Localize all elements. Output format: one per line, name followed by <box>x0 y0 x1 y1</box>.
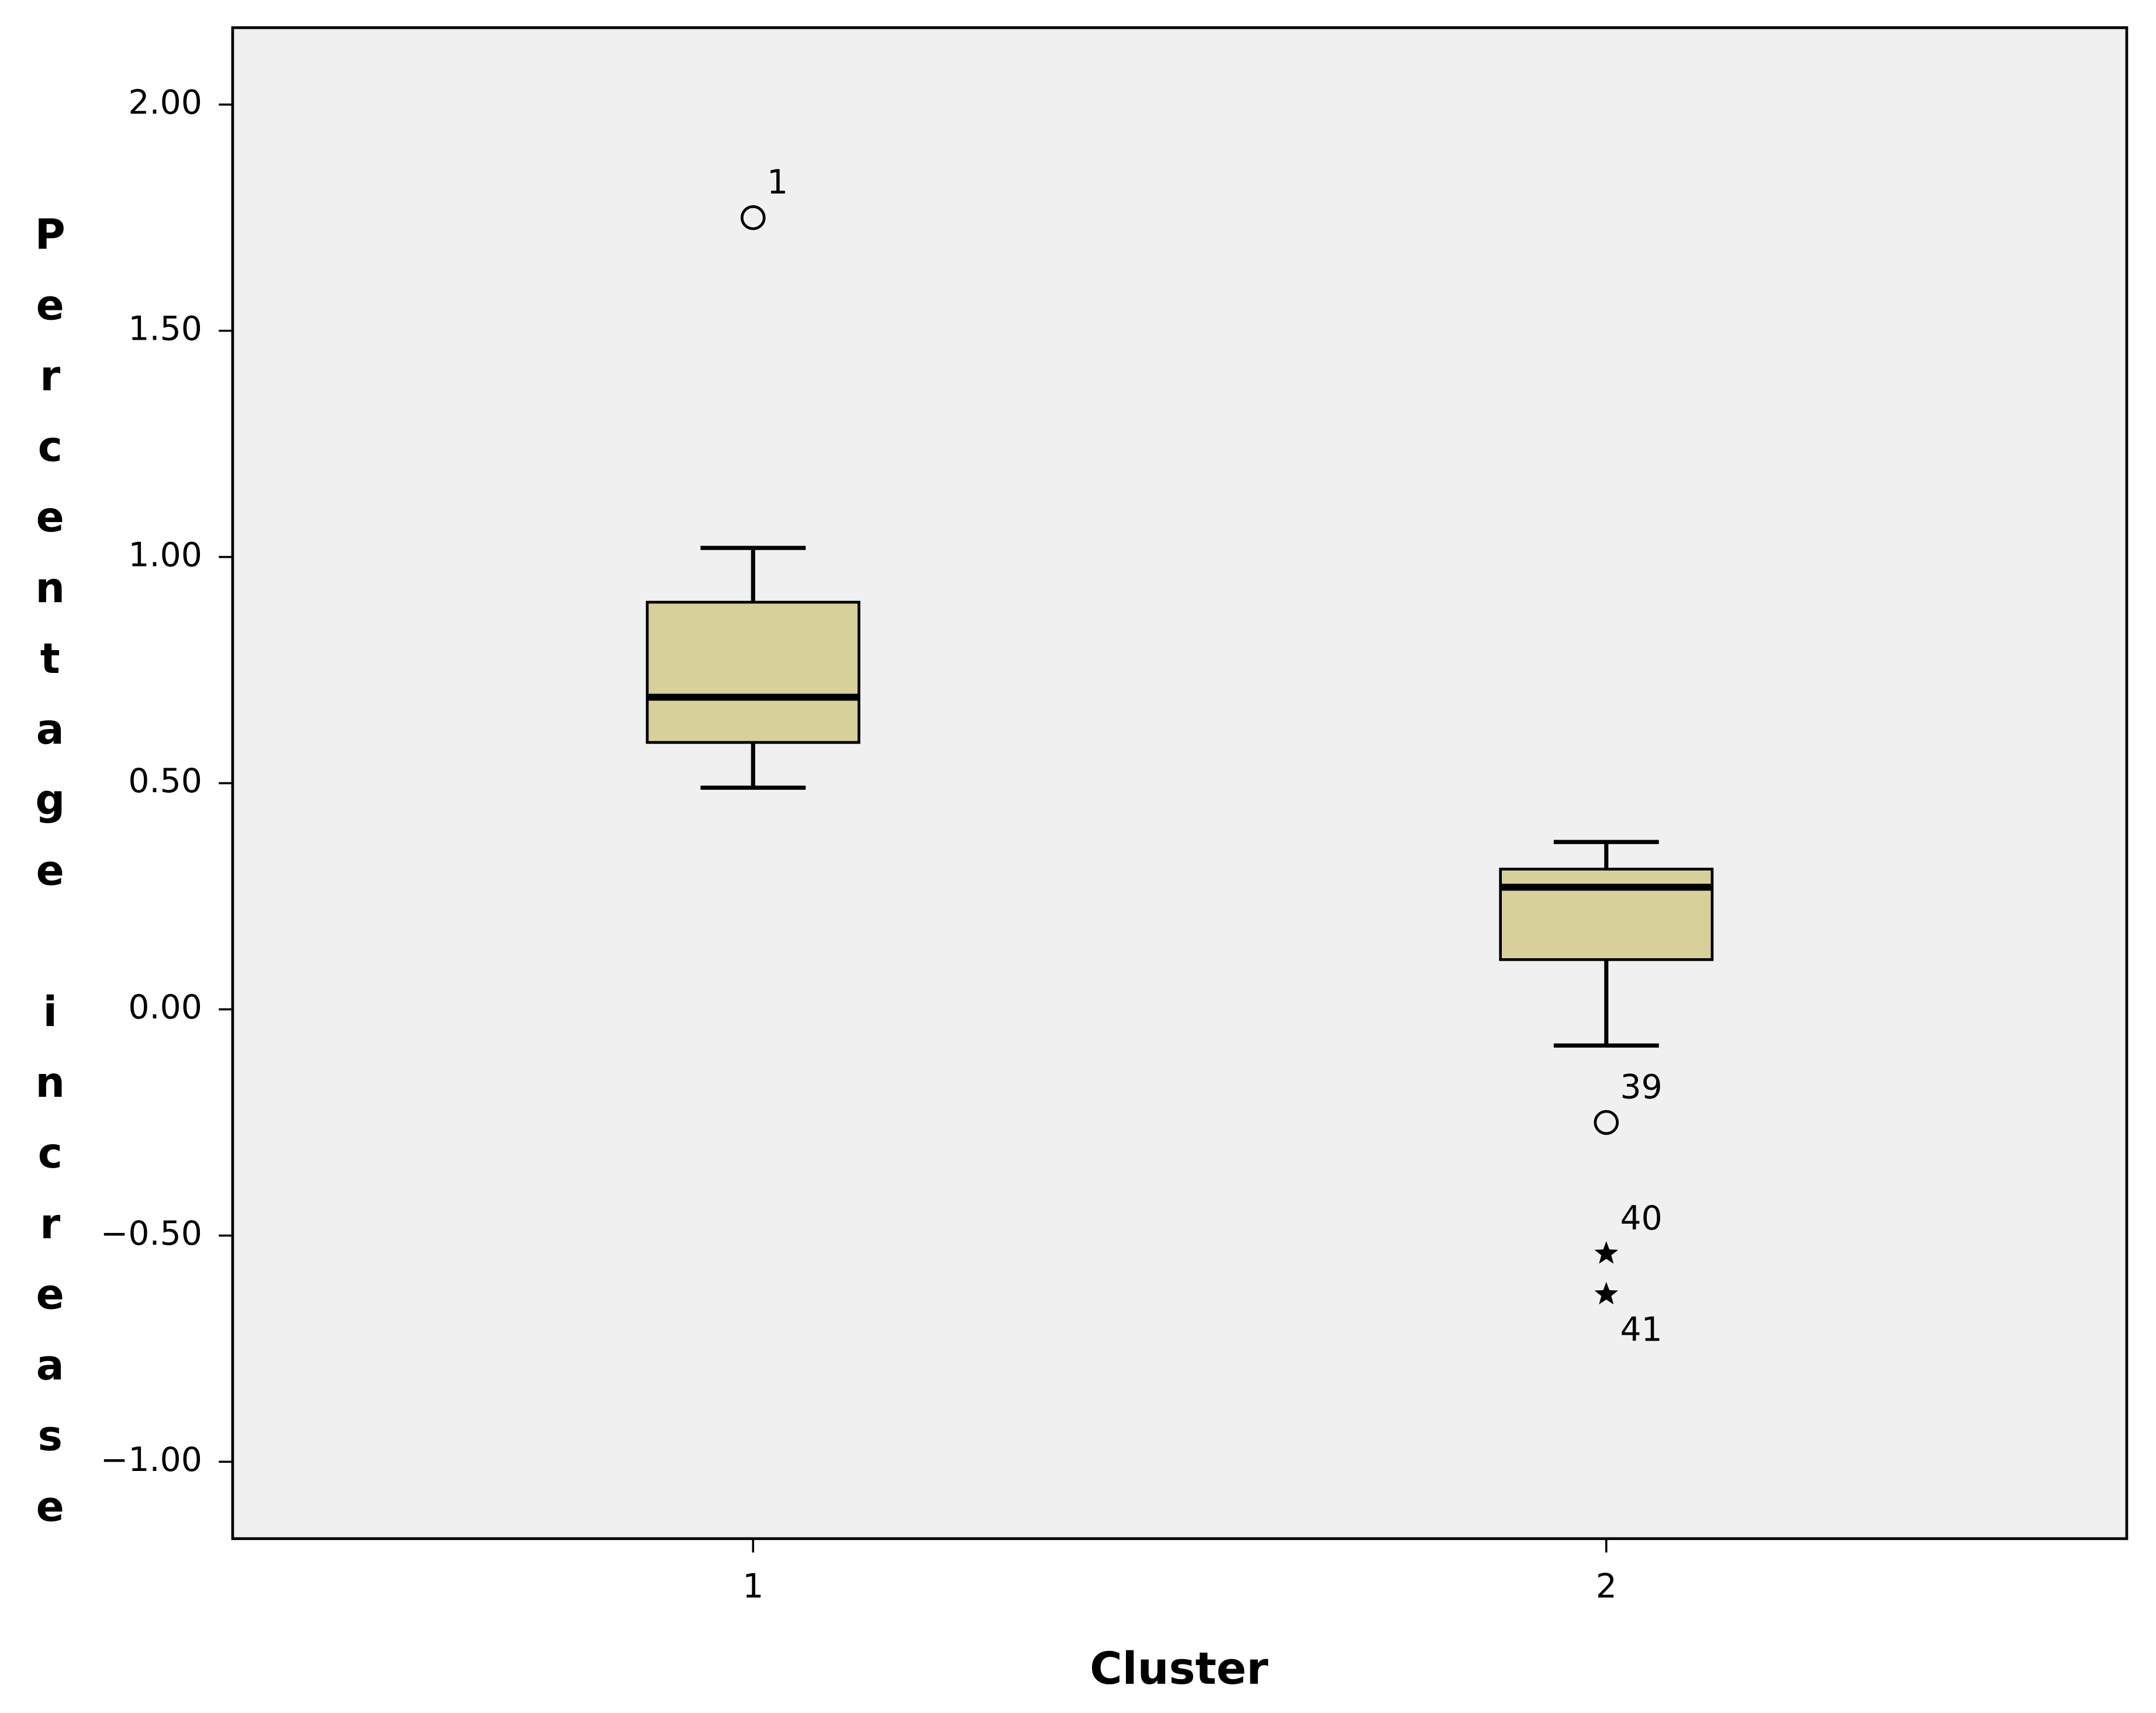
y-tick-label: 0.00 <box>128 988 202 1027</box>
x-tick-label: 2 <box>1596 1567 1617 1606</box>
y-axis-title: Percentage increase <box>26 210 74 1553</box>
outlier-label: 1 <box>767 163 788 202</box>
y-tick-label: −1.00 <box>101 1441 202 1479</box>
y-tick-label: −0.50 <box>101 1214 202 1253</box>
outlier-star <box>1594 1282 1618 1305</box>
outlier-star <box>1594 1241 1618 1264</box>
outlier-circle <box>1594 1110 1619 1135</box>
y-tick-label: 2.00 <box>128 84 202 122</box>
y-tick-label: 1.50 <box>128 309 202 348</box>
y-tick-label: 1.00 <box>128 536 202 574</box>
x-axis-title: Cluster <box>1090 1643 1269 1694</box>
outlier-label: 41 <box>1620 1310 1662 1349</box>
outlier-circle <box>740 205 766 230</box>
box <box>645 600 861 744</box>
y-tick-label: 0.50 <box>128 762 202 800</box>
plot-area <box>231 26 2129 1541</box>
x-tick-label: 1 <box>742 1567 763 1606</box>
outlier-label: 40 <box>1620 1199 1662 1238</box>
outlier-label: 39 <box>1620 1068 1662 1107</box>
box <box>1499 868 1714 961</box>
